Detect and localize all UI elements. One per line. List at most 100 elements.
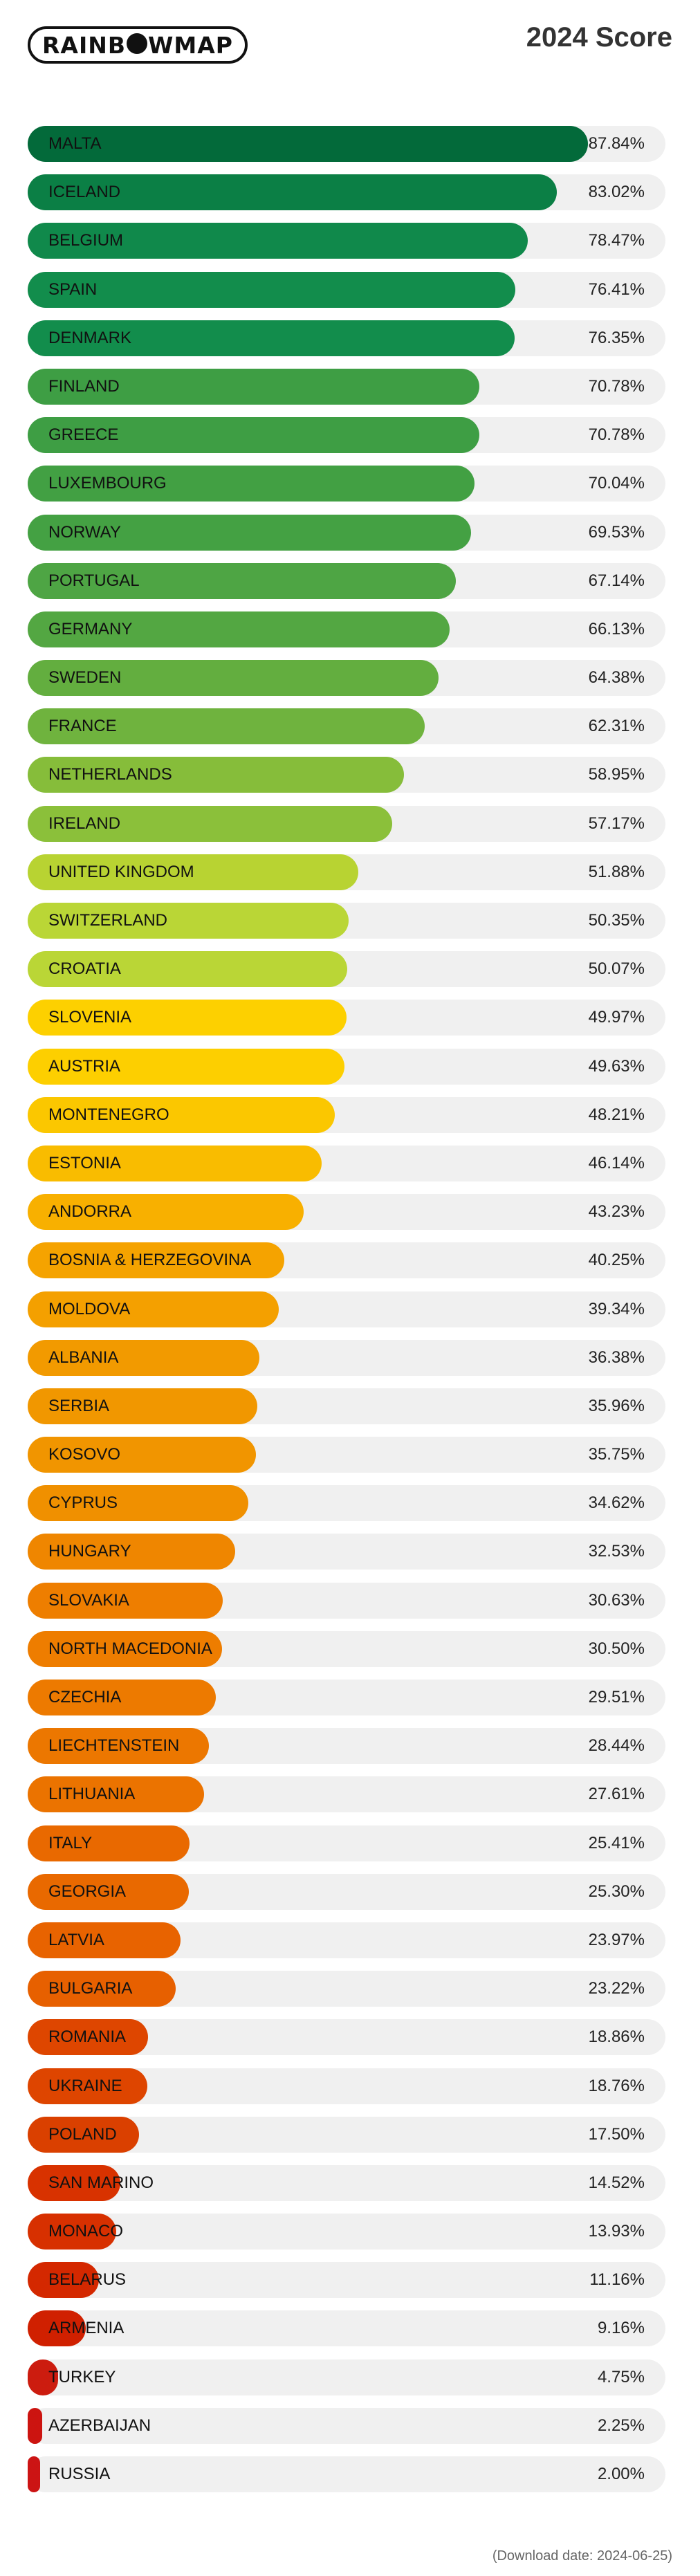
country-label: NETHERLANDS: [48, 765, 172, 784]
bar-track: [28, 2456, 665, 2492]
chart-title: 2024 Score: [526, 22, 672, 53]
bar: [28, 2068, 147, 2104]
bar-row[interactable]: LATVIA 23.97%: [28, 1922, 665, 1958]
bar-track: [28, 2359, 665, 2395]
bar-row[interactable]: FINLAND 70.78%: [28, 368, 665, 405]
bar: [28, 1534, 235, 1570]
bar-track: [28, 2407, 665, 2444]
bar: [28, 1873, 190, 1910]
country-label: LIECHTENSTEIN: [48, 1736, 180, 1756]
bar-row[interactable]: RUSSIA 2.00%: [28, 2456, 665, 2492]
bar-row[interactable]: ALBANIA 36.38%: [28, 1339, 665, 1376]
country-label: SERBIA: [48, 1396, 110, 1415]
score-label: 4.75%: [597, 2367, 645, 2386]
bar: [28, 805, 393, 842]
bar-row[interactable]: IRELAND 57.17%: [28, 805, 665, 842]
bar-row[interactable]: SPAIN 76.41%: [28, 271, 665, 308]
bar-row[interactable]: SAN MARINO 14.52%: [28, 2164, 665, 2201]
bar-row[interactable]: NORWAY 69.53%: [28, 514, 665, 551]
bar-row[interactable]: MOLDOVA 39.34%: [28, 1291, 665, 1327]
bar-row[interactable]: LITHUANIA 27.61%: [28, 1776, 665, 1813]
bar-row[interactable]: ICELAND 83.02%: [28, 174, 665, 211]
bar-row[interactable]: GREECE 70.78%: [28, 417, 665, 454]
bar-row[interactable]: BULGARIA 23.22%: [28, 1971, 665, 2007]
bar-row[interactable]: ITALY 25.41%: [28, 1825, 665, 1861]
bar-row[interactable]: BELARUS 11.16%: [28, 2262, 665, 2299]
score-label: 50.35%: [588, 911, 645, 930]
country-label: NORTH MACEDONIA: [48, 1639, 212, 1658]
bar-row[interactable]: CYPRUS 34.62%: [28, 1485, 665, 1522]
bar-track: [28, 2310, 665, 2347]
bar-row[interactable]: SWITZERLAND 50.35%: [28, 903, 665, 939]
bar-row[interactable]: NORTH MACEDONIA 30.50%: [28, 1630, 665, 1667]
bar: [28, 466, 475, 502]
bar-row[interactable]: KOSOVO 35.75%: [28, 1437, 665, 1473]
score-label: 58.95%: [588, 765, 645, 784]
bar-row[interactable]: MONACO 13.93%: [28, 2214, 665, 2250]
bar: [28, 1776, 204, 1813]
score-label: 70.78%: [588, 425, 645, 445]
bar-row[interactable]: AZERBAIJAN 2.25%: [28, 2407, 665, 2444]
score-label: 23.22%: [588, 1979, 645, 1998]
bar: [28, 2407, 42, 2444]
country-label: MONTENEGRO: [48, 1105, 169, 1124]
bar: [28, 2262, 99, 2299]
bar-row[interactable]: ARMENIA 9.16%: [28, 2310, 665, 2347]
bar-row[interactable]: GEORGIA 25.30%: [28, 1873, 665, 1910]
bar-row[interactable]: HUNGARY 32.53%: [28, 1534, 665, 1570]
country-label: GREECE: [48, 425, 119, 445]
bar-row[interactable]: SWEDEN 64.38%: [28, 660, 665, 697]
score-label: 27.61%: [588, 1785, 645, 1804]
bar: [28, 2019, 148, 2056]
bar-row[interactable]: BOSNIA & HERZEGOVINA 40.25%: [28, 1242, 665, 1279]
bar-row[interactable]: ANDORRA 43.23%: [28, 1194, 665, 1231]
bar-row[interactable]: PORTUGAL 67.14%: [28, 562, 665, 599]
rainbowmap-logo[interactable]: RAINB WMAP: [28, 26, 248, 64]
bar: [28, 1291, 279, 1327]
bar-row[interactable]: NETHERLANDS 58.95%: [28, 757, 665, 793]
bar: [28, 1922, 181, 1958]
bar-row[interactable]: TURKEY 4.75%: [28, 2359, 665, 2395]
bar: [28, 611, 450, 647]
bar-row[interactable]: UKRAINE 18.76%: [28, 2068, 665, 2104]
country-label: DENMARK: [48, 328, 132, 347]
bar-row[interactable]: LUXEMBOURG 70.04%: [28, 466, 665, 502]
bar-row[interactable]: SLOVAKIA 30.63%: [28, 1582, 665, 1619]
score-label: 78.47%: [588, 231, 645, 250]
score-label: 40.25%: [588, 1251, 645, 1270]
bar-row[interactable]: DENMARK 76.35%: [28, 320, 665, 356]
bar-row[interactable]: BELGIUM 78.47%: [28, 223, 665, 259]
bar: [28, 1630, 223, 1667]
score-label: 50.07%: [588, 959, 645, 979]
bar-row[interactable]: UNITED KINGDOM 51.88%: [28, 854, 665, 890]
download-date: (Download date: 2024-06-25): [492, 2548, 672, 2564]
bar-row[interactable]: SERBIA 35.96%: [28, 1388, 665, 1424]
score-label: 76.41%: [588, 279, 645, 299]
bar-row[interactable]: LIECHTENSTEIN 28.44%: [28, 1728, 665, 1765]
bar-row[interactable]: POLAND 17.50%: [28, 2116, 665, 2153]
bar-row[interactable]: FRANCE 62.31%: [28, 708, 665, 745]
bar: [28, 223, 528, 259]
bar-row[interactable]: SLOVENIA 49.97%: [28, 1000, 665, 1036]
score-label: 2.25%: [597, 2416, 645, 2435]
bar-row[interactable]: ROMANIA 18.86%: [28, 2019, 665, 2056]
bar-row[interactable]: MONTENEGRO 48.21%: [28, 1096, 665, 1133]
country-label: BOSNIA & HERZEGOVINA: [48, 1251, 252, 1270]
bar-row[interactable]: MALTA 87.84%: [28, 126, 665, 162]
bar-row[interactable]: CZECHIA 29.51%: [28, 1680, 665, 1715]
country-label: MONACO: [48, 2222, 123, 2241]
bar-row[interactable]: AUSTRIA 49.63%: [28, 1048, 665, 1085]
score-label: 28.44%: [588, 1736, 645, 1756]
bar-row[interactable]: ESTONIA 46.14%: [28, 1145, 665, 1181]
bar-row[interactable]: CROATIA 50.07%: [28, 951, 665, 988]
country-label: FINLAND: [48, 376, 120, 396]
bar: [28, 320, 515, 356]
country-label: CZECHIA: [48, 1688, 122, 1706]
country-label: LITHUANIA: [48, 1785, 136, 1804]
country-label: SAN MARINO: [48, 2173, 154, 2192]
country-label: ESTONIA: [48, 1153, 121, 1172]
bar-row[interactable]: GERMANY 66.13%: [28, 611, 665, 647]
score-label: 57.17%: [588, 813, 645, 833]
bar: [28, 1485, 249, 1522]
country-label: POLAND: [48, 2124, 117, 2144]
